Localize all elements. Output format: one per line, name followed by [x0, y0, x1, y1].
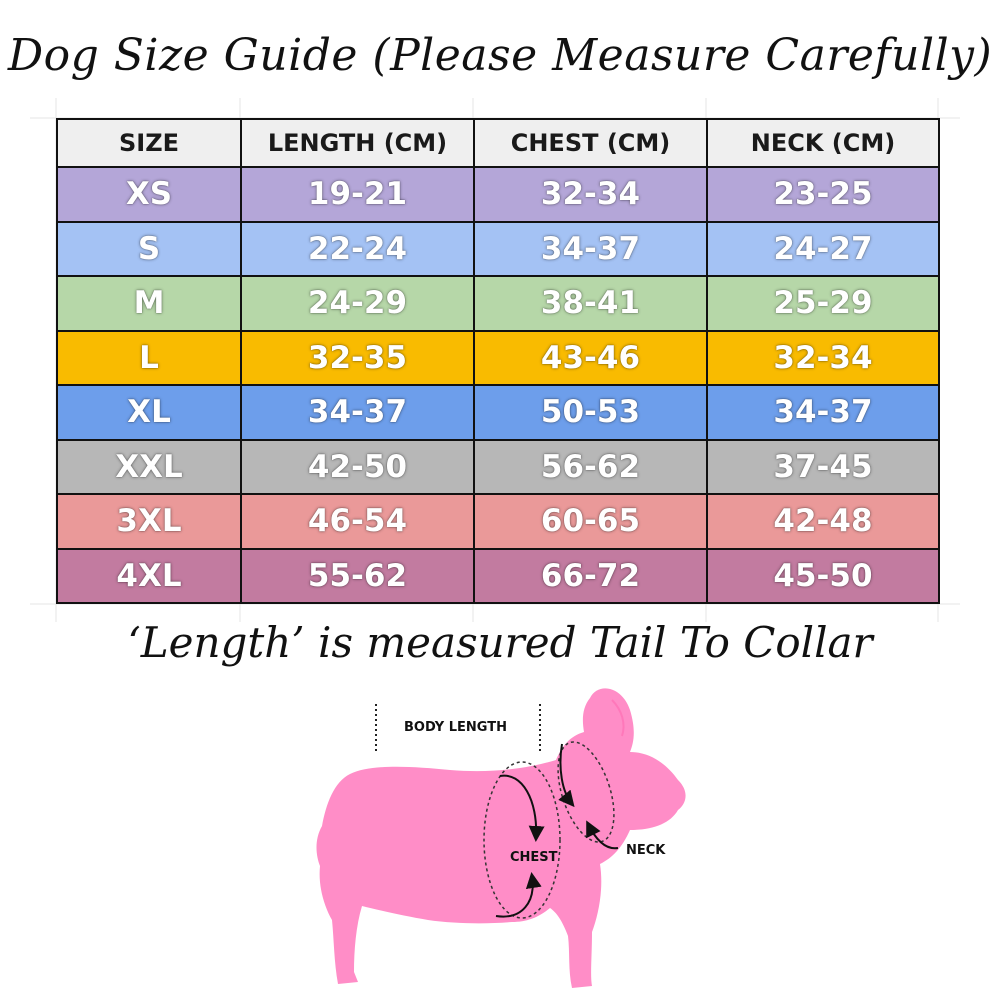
- neck-cell: 24-27: [706, 220, 940, 277]
- dog-silhouette: [316, 688, 686, 988]
- neck-cell: 25-29: [706, 275, 940, 332]
- neck-cell: 45-50: [706, 547, 940, 604]
- neck-measure-loop: [557, 741, 615, 843]
- size-cell: 4XL: [56, 547, 242, 604]
- chest-measure-loop: [483, 761, 561, 919]
- table-row: XXL 42-50 56-62 37-45: [56, 438, 940, 495]
- chest-cell: 56-62: [473, 438, 708, 495]
- length-cell: 24-29: [240, 275, 475, 332]
- table-row: 4XL 55-62 66-72 45-50: [56, 547, 940, 604]
- length-note: ‘Length’ is measured Tail To Collar: [127, 618, 873, 667]
- header-neck: NECK (CM): [706, 118, 940, 168]
- dog-diagram: [316, 688, 686, 988]
- length-cell: 34-37: [240, 384, 475, 441]
- chest-cell: 34-37: [473, 220, 708, 277]
- table-row: XS 19-21 32-34 23-25: [56, 166, 940, 223]
- neck-cell: 37-45: [706, 438, 940, 495]
- size-cell: XXL: [56, 438, 242, 495]
- chest-cell: 38-41: [473, 275, 708, 332]
- neck-cell: 23-25: [706, 166, 940, 223]
- size-cell: S: [56, 220, 242, 277]
- neck-arrow-top: [558, 743, 575, 808]
- chest-cell: 50-53: [473, 384, 708, 441]
- page-title: Dog Size Guide (Please Measure Carefully…: [7, 30, 993, 81]
- header-chest: CHEST (CM): [473, 118, 708, 168]
- neck-arrow-bottom: [586, 820, 619, 850]
- size-cell: 3XL: [56, 493, 242, 550]
- size-cell: XS: [56, 166, 242, 223]
- length-cell: 19-21: [240, 166, 475, 223]
- neck-cell: 42-48: [706, 493, 940, 550]
- table-row: XL 34-37 50-53 34-37: [56, 384, 940, 441]
- chest-label: CHEST: [510, 850, 558, 865]
- chest-cell: 32-34: [473, 166, 708, 223]
- chest-cell: 66-72: [473, 547, 708, 604]
- neck-cell: 34-37: [706, 384, 940, 441]
- chest-arrow-top: [499, 774, 545, 842]
- length-cell: 32-35: [240, 329, 475, 386]
- chest-cell: 43-46: [473, 329, 708, 386]
- length-cell: 42-50: [240, 438, 475, 495]
- header-size: SIZE: [56, 118, 242, 168]
- table-row: 3XL 46-54 60-65 42-48: [56, 493, 940, 550]
- size-table: SIZE LENGTH (CM) CHEST (CM) NECK (CM) XS…: [56, 118, 940, 604]
- chest-cell: 60-65: [473, 493, 708, 550]
- length-cell: 55-62: [240, 547, 475, 604]
- size-cell: M: [56, 275, 242, 332]
- table-header-row: SIZE LENGTH (CM) CHEST (CM) NECK (CM): [56, 118, 940, 168]
- dog-measurement-illustration: BODY LENGTH CHEST NECK: [300, 680, 720, 1000]
- length-cell: 22-24: [240, 220, 475, 277]
- length-cell: 46-54: [240, 493, 475, 550]
- table-row: L 32-35 43-46 32-34: [56, 329, 940, 386]
- header-length: LENGTH (CM): [240, 118, 475, 168]
- chest-arrow-bottom: [495, 872, 542, 918]
- neck-label: NECK: [626, 843, 666, 858]
- body-length-label: BODY LENGTH: [404, 720, 507, 735]
- table-row: M 24-29 38-41 25-29: [56, 275, 940, 332]
- table-row: S 22-24 34-37 24-27: [56, 220, 940, 277]
- size-cell: XL: [56, 384, 242, 441]
- size-cell: L: [56, 329, 242, 386]
- neck-cell: 32-34: [706, 329, 940, 386]
